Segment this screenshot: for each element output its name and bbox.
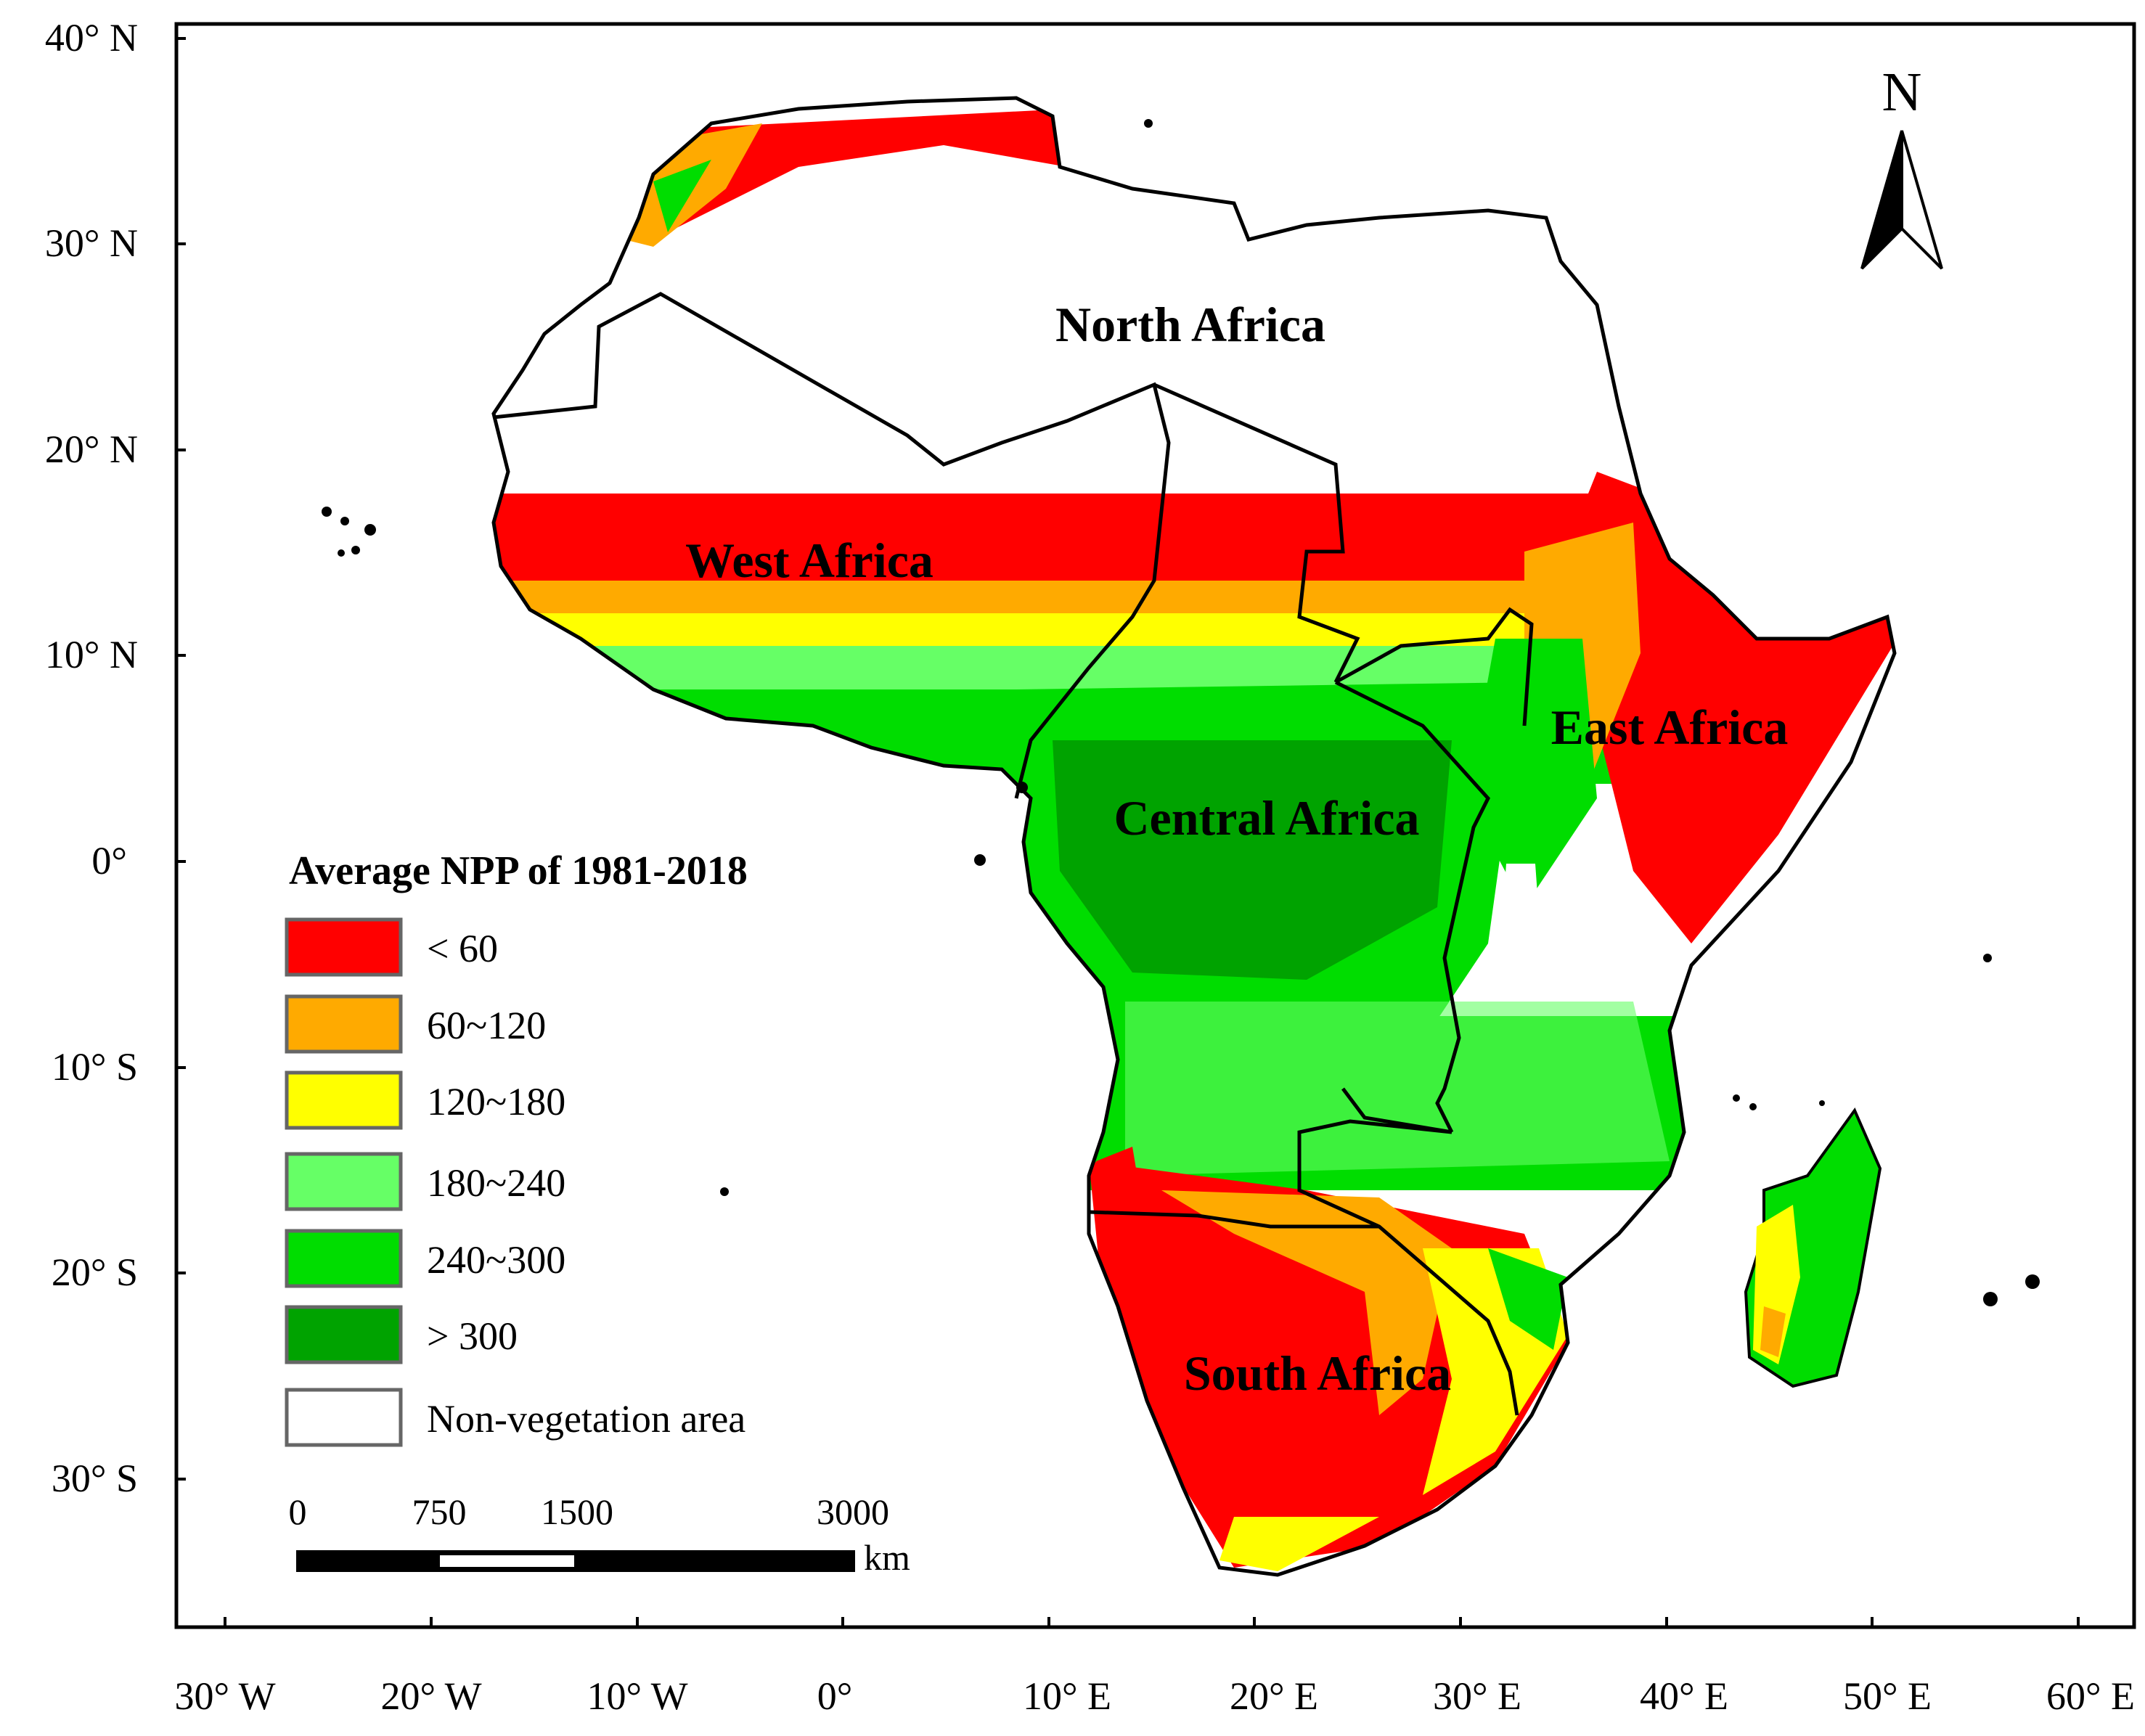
scale-bar: 0 750 1500 3000 km [289, 1491, 911, 1578]
legend-label-240-300: 240~300 [427, 1238, 565, 1282]
lon-label-0: 0° [817, 1674, 853, 1718]
lat-label-10s: 10° S [52, 1045, 138, 1089]
region-boundaries [493, 292, 1534, 1416]
region-label-south-africa: South Africa [1184, 1346, 1451, 1401]
region-label-central-africa: Central Africa [1114, 790, 1419, 846]
region-label-north-africa: North Africa [1055, 297, 1325, 352]
latitude-axis: 40° N 30° N 20° N 10° N 0° 10° S 20° S 3… [45, 16, 186, 1500]
region-label-east-africa: East Africa [1551, 700, 1789, 755]
legend-label-180-240: 180~240 [427, 1161, 565, 1205]
legend: Average NPP of 1981-2018 < 60 60~120 120… [285, 848, 748, 1447]
legend-swatch-60-120 [285, 994, 403, 1054]
madagascar [1744, 1107, 1882, 1388]
north-arrow-label: N [1882, 62, 1922, 123]
legend-swatch-180-240 [285, 1152, 403, 1211]
scale-tick-1500: 1500 [541, 1491, 613, 1532]
lon-label-10e: 10° E [1023, 1674, 1111, 1718]
islands [322, 119, 2040, 1306]
legend-label-nonveg: Non-vegetation area [427, 1397, 745, 1441]
scale-tick-0: 0 [289, 1491, 307, 1532]
map-frame [174, 22, 2136, 1629]
lat-label-10n: 10° N [45, 633, 138, 676]
lon-label-20e: 20° E [1230, 1674, 1318, 1718]
legend-swatch-gt300 [285, 1305, 403, 1364]
legend-label-60-120: 60~120 [427, 1004, 546, 1047]
lat-label-40n: 40° N [45, 16, 138, 60]
lon-label-60e: 60° E [2046, 1674, 2135, 1718]
lon-label-20w: 20° W [380, 1674, 481, 1718]
lat-label-20s: 20° S [52, 1250, 138, 1294]
scale-tick-750: 750 [412, 1491, 467, 1532]
legend-swatch-nonveg [285, 1388, 403, 1447]
legend-swatch-lt60 [285, 917, 403, 977]
legend-label-lt60: < 60 [427, 927, 498, 970]
lat-label-30n: 30° N [45, 221, 138, 265]
region-labels: North Africa West Africa East Africa Cen… [685, 297, 1788, 1401]
lat-label-20n: 20° N [45, 427, 138, 471]
scale-tick-3000: 3000 [817, 1491, 889, 1532]
lon-label-30e: 30° E [1433, 1674, 1521, 1718]
lat-label-0: 0° [91, 839, 127, 883]
north-arrow-icon [1860, 130, 1903, 270]
lon-label-30w: 30° W [174, 1674, 275, 1718]
legend-label-gt300: > 300 [427, 1314, 518, 1358]
africa-outline [491, 96, 1897, 1577]
legend-title: Average NPP of 1981-2018 [289, 848, 748, 893]
legend-swatch-120-180 [285, 1070, 403, 1130]
lon-label-50e: 50° E [1843, 1674, 1932, 1718]
lon-label-40e: 40° E [1640, 1674, 1728, 1718]
scale-unit: km [864, 1537, 910, 1578]
longitude-axis: 30° W 20° W 10° W 0° 10° E 20° E 30° E 4… [174, 1617, 2135, 1718]
legend-label-120-180: 120~180 [427, 1080, 565, 1123]
region-label-west-africa: West Africa [685, 533, 933, 588]
lat-label-30s: 30° S [52, 1457, 138, 1500]
lon-label-10w: 10° W [587, 1674, 687, 1718]
legend-swatch-240-300 [285, 1229, 403, 1288]
north-arrow: N [1860, 62, 1943, 270]
